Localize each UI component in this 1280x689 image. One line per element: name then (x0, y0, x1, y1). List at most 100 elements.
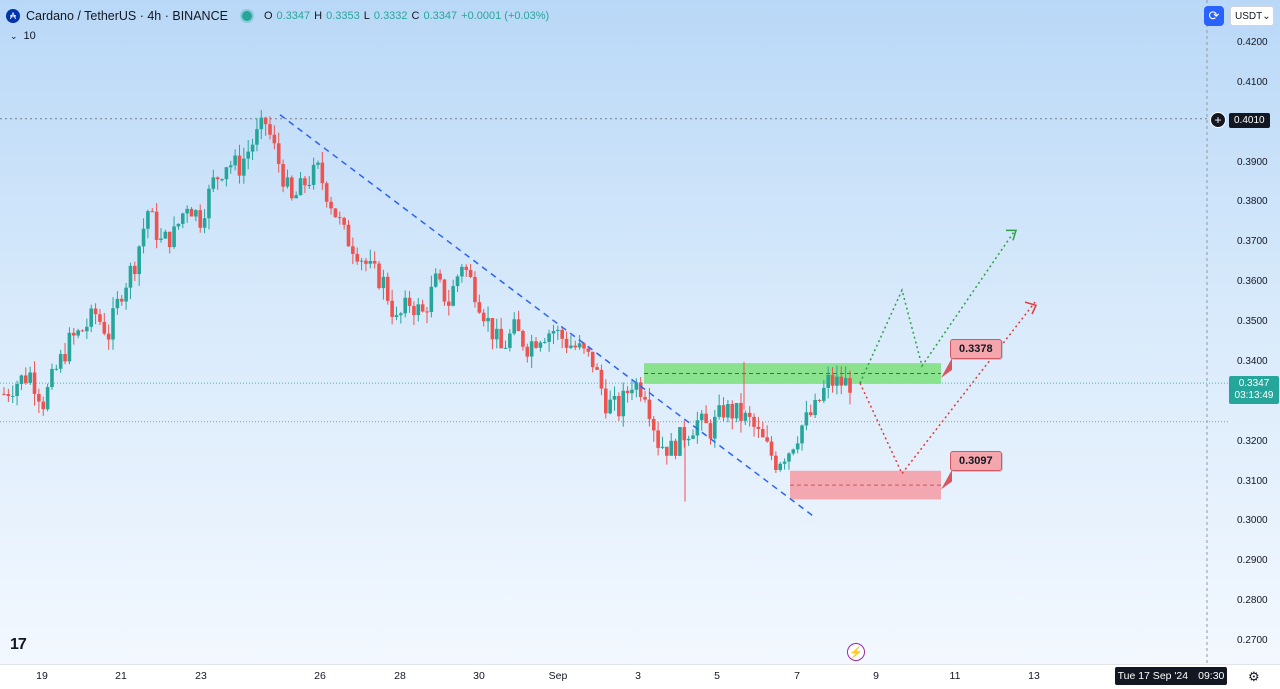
add-alert-icon[interactable]: + (1210, 112, 1226, 128)
candle-body (686, 438, 691, 441)
current-price-label: 0.3347 03:13:49 (1229, 376, 1279, 404)
candle-body (211, 177, 216, 189)
candle-body (263, 117, 268, 125)
gear-icon[interactable]: ⚙ (1248, 669, 1260, 684)
candle-body (337, 217, 342, 219)
candle-body (529, 341, 534, 357)
candle-body (660, 446, 665, 448)
time-tick-label: 11 (949, 670, 961, 682)
candle-body (556, 329, 560, 331)
candle-body (695, 420, 700, 436)
candle-body (207, 188, 211, 219)
candle-body (516, 319, 521, 332)
price-tick-label: 0.2700 (1237, 635, 1268, 646)
time-tick-label: 28 (394, 670, 406, 682)
candle-body (194, 210, 198, 217)
candle-body (433, 273, 438, 287)
candle-body (268, 124, 272, 135)
candle-body (111, 308, 115, 340)
chart-header: ₳ Cardano / TetherUS · 4h · BINANCE O 0.3… (6, 6, 549, 26)
candle-body (298, 178, 303, 196)
candle-body (37, 393, 41, 402)
candle-body (98, 314, 102, 322)
candle-body (630, 389, 634, 394)
candle-body (172, 226, 176, 248)
chevron-down-icon[interactable]: ⌄ (10, 30, 18, 41)
candle-body (617, 395, 621, 417)
market-open-icon (241, 11, 252, 21)
candle-body (647, 399, 652, 419)
candle-body (311, 164, 316, 185)
candle-body (682, 427, 687, 441)
price-tick-label: 0.3800 (1237, 196, 1268, 208)
time-axis[interactable]: Tue 17 Sep '24 09:30 ⚙ 19 21 23 26 28 30 Sep 3 5… (0, 664, 1280, 689)
candle-body (285, 177, 290, 187)
candle-body (89, 308, 94, 327)
candle-body (224, 167, 229, 180)
candle-body (634, 382, 639, 390)
candle-body (237, 155, 242, 176)
price-tick-label: 0.3400 (1237, 355, 1268, 367)
candle-body (342, 217, 346, 225)
candle-body (124, 287, 128, 302)
candle-body (621, 390, 626, 417)
downtrend-line (279, 114, 816, 519)
support-zone (790, 470, 941, 500)
lightning-icon[interactable]: ⚡ (847, 643, 865, 661)
candle-body (503, 347, 508, 349)
candle-body (242, 158, 246, 176)
candle-body (180, 213, 185, 224)
sync-icon[interactable]: ⟳ (1204, 6, 1224, 26)
candle-body (525, 346, 530, 357)
candle-body (102, 321, 107, 334)
candle-body (412, 306, 416, 316)
candle-body (599, 369, 604, 389)
candle-body (573, 345, 578, 348)
candle-body (281, 163, 285, 187)
candle-body (538, 342, 543, 348)
candle-body (595, 367, 599, 370)
candle-body (625, 390, 630, 394)
candle-body (346, 224, 351, 247)
time-tick-label: 26 (314, 670, 326, 682)
candle-body (843, 378, 848, 386)
candle-body (19, 375, 24, 384)
currency-select[interactable]: USDT ⌄ (1230, 6, 1274, 26)
candle-body (163, 231, 168, 239)
candle-body (259, 117, 264, 130)
price-axis[interactable]: 0.4200 0.4100 0.3900 0.3800 0.3700 0.3600 0.35… (1228, 0, 1280, 664)
support-zone-label[interactable]: 0.3097 (950, 451, 1002, 471)
candle-body (2, 393, 6, 395)
support-label-pointer (941, 469, 952, 490)
candle-body (769, 441, 774, 456)
candle-body (390, 300, 394, 317)
candle-body (447, 301, 451, 306)
candle-body (351, 246, 355, 254)
resistance-zone-label[interactable]: 0.3378 (950, 339, 1002, 359)
candle-body (813, 399, 817, 416)
candle-body (756, 426, 761, 430)
symbol-title[interactable]: Cardano / TetherUS · 4h · BINANCE (26, 9, 228, 23)
candle-body (499, 328, 503, 349)
indicator-count[interactable]: 10 (23, 30, 36, 42)
candle-body (381, 276, 386, 289)
candle-body (560, 329, 564, 339)
price-tick-label: 0.4200 (1237, 37, 1268, 48)
price-change: +0.0001 (+0.03%) (461, 10, 550, 22)
candle-body (316, 162, 320, 165)
candle-body (150, 211, 155, 213)
candle-body (651, 418, 656, 431)
candle-body (407, 297, 412, 307)
candle-body (6, 394, 11, 396)
candle-body (303, 178, 307, 186)
candle-body (782, 461, 787, 464)
crosshair-price-label: + 0.4010 (1210, 111, 1270, 129)
candle-body (817, 399, 822, 401)
tradingview-logo[interactable]: 17 (10, 636, 27, 653)
bearish-projection-arrowhead (1024, 301, 1038, 315)
candle-body (276, 143, 281, 164)
candle-body (399, 313, 403, 316)
time-tick-label: 7 (794, 670, 800, 682)
candle-body (774, 455, 778, 471)
